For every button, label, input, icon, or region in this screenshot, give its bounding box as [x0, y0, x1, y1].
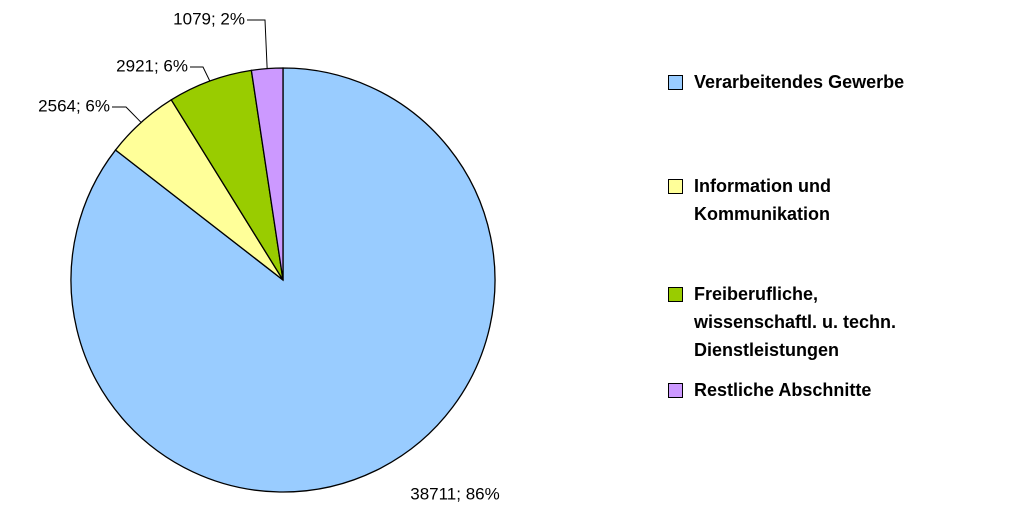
legend-label: Freiberufliche, wissenschaftl. u. techn.… — [694, 284, 897, 360]
leader-line — [190, 66, 211, 82]
leader-line — [112, 106, 142, 123]
data-label: 38711; 86% — [410, 484, 499, 503]
legend-swatch — [668, 75, 683, 90]
data-label: 2921; 6% — [116, 56, 188, 75]
legend-swatch — [668, 383, 683, 398]
leader-line — [247, 19, 268, 69]
data-label: 1079; 2% — [173, 9, 245, 28]
legend-label: Information und Kommunikation — [694, 176, 831, 224]
legend-label: Verarbeitendes Gewerbe — [694, 72, 905, 92]
pie-slice — [250, 67, 284, 281]
legend-label: Restliche Abschnitte — [694, 380, 872, 400]
legend-swatch — [668, 179, 683, 194]
data-label: 2564; 6% — [38, 96, 110, 115]
legend-swatch — [668, 287, 683, 302]
